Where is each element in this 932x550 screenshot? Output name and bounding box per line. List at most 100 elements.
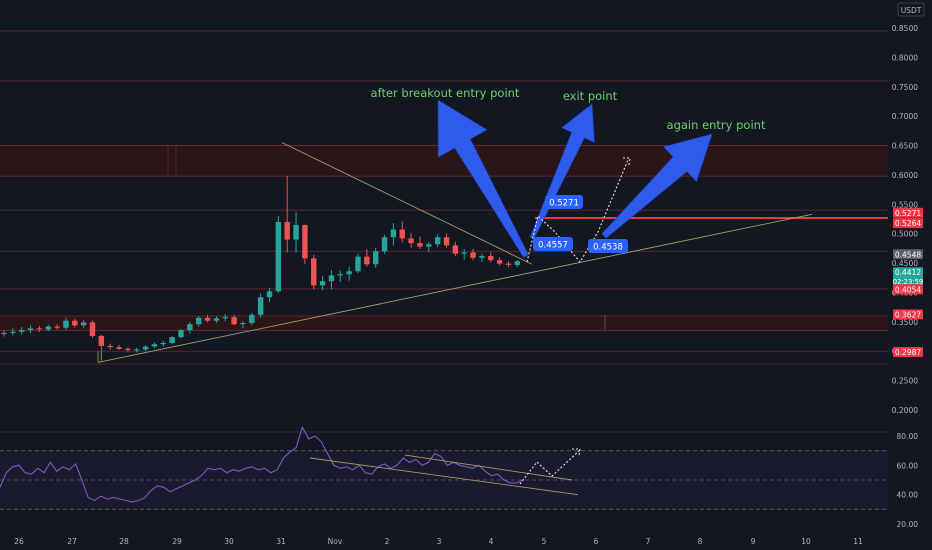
- currency-badge[interactable]: USDT: [897, 2, 925, 17]
- candle: [337, 270, 343, 282]
- candle: [505, 261, 512, 268]
- candle-body: [178, 330, 184, 338]
- candle: [346, 266, 352, 281]
- time-tick-label: 6: [594, 537, 599, 546]
- price-tick-label: 0.2000: [892, 406, 918, 415]
- candle-body: [249, 314, 255, 324]
- annotation-again-entry: again entry point: [667, 118, 766, 132]
- candle-body: [311, 258, 317, 286]
- candle: [452, 241, 459, 257]
- candle: [160, 340, 166, 347]
- arrow-breakout-entry: [437, 99, 529, 258]
- time-tick-label: 30: [224, 537, 234, 546]
- candle: [63, 317, 69, 331]
- candle: [364, 248, 370, 267]
- price-label: 0.3627: [893, 309, 923, 320]
- candle-body: [213, 318, 220, 321]
- annotation-exit-point: exit point: [563, 89, 618, 103]
- candle: [89, 320, 96, 338]
- candle: [257, 293, 264, 318]
- time-tick-label: 9: [751, 537, 756, 546]
- price-label-bg: [893, 207, 923, 218]
- candle: [72, 318, 78, 328]
- callout-0-4557[interactable]: 0.4557: [533, 237, 573, 251]
- price-tick-label: 0.7500: [892, 83, 918, 92]
- time-tick-label: 11: [853, 537, 863, 546]
- time-tick-label: 26: [14, 537, 24, 546]
- price-label-text: 0.4548: [895, 250, 921, 259]
- candle: [355, 253, 361, 274]
- candle-body: [98, 335, 105, 346]
- time-tick-label: 31: [276, 537, 286, 546]
- candle: [45, 324, 51, 332]
- price-label-text: 0.3627: [895, 310, 921, 319]
- rsi-tick-label: 80.00: [897, 432, 919, 441]
- candle: [249, 313, 255, 326]
- candle: [169, 335, 175, 345]
- projected-path: [526, 159, 629, 263]
- candle-body: [373, 251, 379, 265]
- candle: [213, 315, 220, 324]
- price-label-text: 0.5264: [895, 219, 921, 228]
- candle: [27, 325, 34, 334]
- price-label-bg: [893, 249, 923, 260]
- price-label-text: 0.5271: [895, 209, 921, 218]
- candle: [80, 320, 87, 329]
- candle-body: [496, 260, 503, 264]
- time-axis[interactable]: 26 27 28 29 30 31 Nov 2 3 4 5 6 7 8 9 10 11: [14, 537, 863, 546]
- candle-body: [169, 337, 175, 344]
- candle: [479, 253, 485, 262]
- candle-layer: [1, 176, 520, 361]
- candle: [461, 248, 467, 260]
- candle: [319, 276, 326, 291]
- candle-body: [80, 322, 87, 326]
- candle-body: [89, 322, 96, 336]
- candle-body: [319, 281, 326, 286]
- candle-body: [160, 343, 166, 345]
- candle: [266, 287, 273, 302]
- candle-body: [514, 261, 520, 265]
- ascending-trendline: [97, 213, 813, 363]
- rsi-line: [0, 425, 524, 503]
- price-label-text: 0.2987: [895, 348, 921, 357]
- candle-body: [505, 263, 512, 265]
- candle-body: [417, 243, 423, 247]
- level-lines: [0, 30, 888, 365]
- price-tick-label: 0.5000: [892, 230, 918, 239]
- candle-body: [36, 328, 43, 330]
- candle-body: [390, 229, 397, 238]
- candle: [125, 347, 131, 353]
- candle-body: [151, 344, 158, 347]
- price-label: 0.4054: [893, 284, 923, 295]
- candle-body: [408, 238, 414, 244]
- time-tick-label: 7: [646, 537, 651, 546]
- candle: [426, 241, 432, 252]
- candle-body: [328, 275, 335, 282]
- candle: [417, 236, 423, 249]
- candle-body: [337, 274, 343, 276]
- time-tick-label: 8: [698, 537, 703, 546]
- time-tick-label: 27: [67, 537, 77, 546]
- callout-0-5271[interactable]: 0.5271: [545, 195, 583, 209]
- price-label-bg: [893, 346, 923, 357]
- callout-text: 0.5271: [549, 199, 579, 209]
- rsi-tick-label: 60.00: [897, 461, 919, 470]
- rsi-lower-trendline: [309, 457, 579, 496]
- candle-body: [107, 345, 113, 348]
- rsi-pane: [0, 425, 888, 510]
- candle: [36, 325, 43, 332]
- currency-label: USDT: [901, 6, 922, 15]
- candle: [390, 223, 397, 246]
- candle-body: [355, 256, 361, 272]
- candle: [381, 234, 388, 254]
- callout-0-4538[interactable]: 0.4538: [588, 239, 628, 253]
- zone-layer: [0, 145, 888, 332]
- candle: [178, 328, 184, 339]
- candle-body: [204, 317, 211, 321]
- candle-body: [19, 330, 25, 332]
- candle-body: [488, 256, 494, 261]
- candle-body: [443, 237, 450, 246]
- candle: [399, 221, 405, 243]
- price-tick-label: 0.2500: [892, 377, 918, 386]
